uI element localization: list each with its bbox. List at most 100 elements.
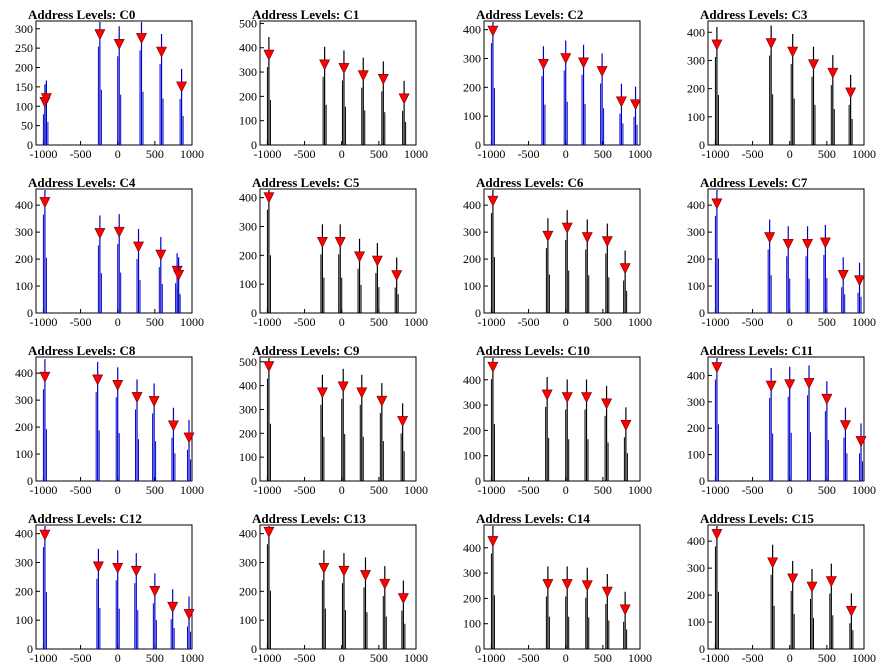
y-tick-label: 100 [239,277,257,291]
x-tick-label: -1000 [253,651,281,665]
peak-marker [839,420,851,432]
y-tick-label: 100 [687,110,705,124]
y-tick-label: 300 [687,561,705,575]
chart-svg: 0 100 200 300 400 -1000 -500 0 500 1000 [15,524,204,665]
y-tick-label: 0 [27,642,33,656]
peak-marker [619,263,631,275]
x-tick-label: 500 [146,315,164,329]
x-tick-label: -1000 [477,483,505,497]
x-tick-label: -500 [70,315,92,329]
peak-marker [487,536,499,548]
y-tick-label: 400 [687,25,705,39]
peak-marker [825,576,837,588]
y-tick-label: 400 [463,373,481,387]
y-tick-label: 300 [463,51,481,65]
y-tick-label: 100 [463,449,481,463]
peak-marker [263,192,275,204]
x-tick-label: -500 [518,651,540,665]
chart-panel: 0 100 200 300 400 -1000 -500 0 500 1000 Address Le… [672,336,896,504]
y-tick-label: 0 [251,642,257,656]
y-tick-label: 100 [687,448,705,462]
x-tick-label: -1000 [701,315,729,329]
x-tick-label: 500 [370,147,388,161]
peak-marker [173,269,185,281]
chart-svg: 0 100 200 300 400 -1000 -500 0 500 1000 [463,356,652,497]
y-tick-label: 200 [15,584,33,598]
chart-title: Address Levels: C5 [252,175,360,190]
chart-panel: 0 50 100 150 200 250 300 -1000 -500 0 500 1000 Addre… [0,0,224,168]
x-tick-label: -500 [518,315,540,329]
peak-marker [782,238,794,250]
x-tick-label: -500 [742,315,764,329]
peak-marker [487,195,499,207]
peak-marker [845,87,857,99]
peak-marker [376,395,388,407]
peak-marker [620,420,632,431]
y-tick-label: 200 [463,423,481,437]
peak-marker [581,392,592,404]
x-tick-label: -500 [70,147,92,161]
y-tick-label: 400 [687,368,705,382]
peak-marker [39,371,51,383]
chart-panel: 0 100 200 300 400 -1000 -500 0 500 1000 Address Le… [224,504,448,672]
chart-svg: 0 50 100 150 200 250 300 -1000 -500 0 500 1000 [15,20,204,161]
peak-marker [112,562,124,574]
plot-frame [483,524,641,650]
peak-marker [711,362,723,374]
x-tick-label: 1000 [180,315,204,329]
x-tick-label: 0 [563,315,569,329]
x-tick-label: 1000 [852,147,876,161]
x-tick-label: -500 [294,651,316,665]
x-tick-label: 1000 [180,483,204,497]
x-tick-label: 0 [563,147,569,161]
chart-title: Address Levels: C4 [28,175,136,190]
x-tick-label: 500 [594,483,612,497]
x-tick-label: 500 [370,651,388,665]
chart-svg: 0 100 200 300 400 -1000 -500 0 500 1000 [687,524,876,665]
x-tick-label: -1000 [29,483,57,497]
y-tick-label: 100 [239,114,257,128]
chart-panel: 0 100 200 300 400 -1000 -500 0 500 1000 Address Le… [224,168,448,336]
y-tick-label: 400 [15,527,33,541]
chart-title: Address Levels: C14 [476,511,590,526]
y-tick-label: 0 [475,642,481,656]
chart-title: Address Levels: C11 [700,343,814,358]
peak-marker [94,29,106,41]
peak-marker [630,99,642,111]
x-tick-label: 500 [146,651,164,665]
peak-marker [338,63,350,75]
x-tick-label: 1000 [628,651,652,665]
x-tick-label: 0 [787,651,793,665]
x-tick-label: 0 [339,483,345,497]
chart-svg: 0 100 200 300 400 -1000 -500 0 500 1000 [15,188,204,329]
y-tick-label: 300 [15,22,33,36]
y-tick-label: 0 [251,138,257,152]
peak-marker [601,398,613,410]
y-tick-label: 200 [239,248,257,262]
peak-marker [92,374,104,386]
x-tick-label: 1000 [404,483,428,497]
y-tick-label: 100 [687,279,705,293]
chart-title: Address Levels: C2 [476,7,584,22]
peak-marker [765,38,777,50]
peak-marker [356,387,368,399]
chart-svg: 0 100 200 300 400 500 -1000 -500 0 500 1000 [239,355,428,497]
peak-marker [319,59,331,71]
y-tick-label: 100 [687,615,705,629]
x-tick-label: -1000 [29,147,57,161]
plot-frame [707,356,865,482]
plot-frame [259,188,417,314]
y-tick-label: 300 [239,219,257,233]
x-tick-label: 500 [370,315,388,329]
x-tick-label: -500 [294,315,316,329]
y-tick-label: 300 [239,402,257,416]
y-tick-label: 200 [463,252,481,266]
y-tick-label: 100 [239,450,257,464]
peak-marker [808,59,819,71]
chart-svg: 0 100 200 300 400 -1000 -500 0 500 1000 [687,20,876,161]
y-tick-label: 200 [15,61,33,75]
x-tick-label: -1000 [477,315,505,329]
chart-svg: 0 100 200 300 400 -1000 -500 0 500 1000 [463,524,652,665]
peak-marker [581,232,593,244]
